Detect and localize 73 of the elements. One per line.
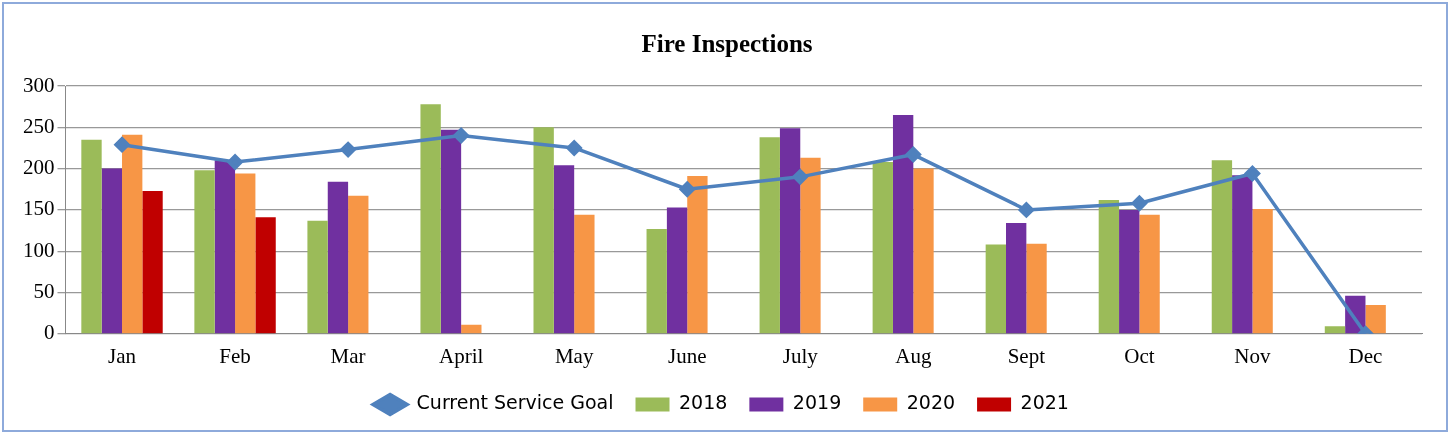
- legend-label: 2021: [1020, 391, 1069, 414]
- bar: [1365, 304, 1386, 334]
- y-tick-label: 250: [23, 113, 55, 138]
- bar: [574, 214, 595, 334]
- bar: [81, 139, 102, 334]
- bar: [440, 129, 462, 334]
- bar: [1026, 243, 1047, 334]
- point: [1244, 165, 1261, 182]
- point: [679, 181, 695, 197]
- bar: [646, 228, 667, 334]
- bar: [101, 168, 123, 334]
- bar: [122, 134, 143, 334]
- bar: [553, 165, 575, 334]
- x-tick-label: July: [782, 343, 819, 368]
- x-tick-label: Feb: [219, 343, 251, 368]
- bar: [1006, 223, 1027, 334]
- bar: [759, 137, 780, 334]
- bar: [420, 104, 441, 334]
- chart-title: Fire Inspections: [640, 30, 814, 58]
- y-tick-label: 200: [23, 155, 55, 180]
- point: [114, 136, 130, 153]
- bar: [348, 195, 369, 334]
- bar: [1211, 160, 1233, 334]
- y-tick-label: 50: [33, 279, 55, 304]
- bar: [779, 128, 801, 334]
- x-tick-label: Oct: [1124, 343, 1155, 368]
- x-tick-label: Nov: [1234, 343, 1272, 368]
- legend-label: 2018: [679, 391, 728, 414]
- legend-label: Current Service Goal: [416, 391, 614, 414]
- bar: [194, 170, 215, 334]
- bar: [892, 114, 914, 334]
- y-tick-label: 0: [44, 320, 55, 345]
- bar: [214, 160, 236, 334]
- bar: [666, 207, 688, 334]
- x-tick-label: Sept: [1007, 343, 1046, 368]
- point: [227, 154, 243, 170]
- y-tick-label: 100: [23, 237, 55, 262]
- bar: [913, 168, 934, 334]
- bar: [307, 220, 328, 334]
- bar: [255, 217, 276, 334]
- bar: [872, 161, 893, 334]
- x-tick-label: May: [554, 343, 594, 368]
- legend-label: 2020: [906, 391, 956, 414]
- point: [566, 140, 582, 156]
- y-tick-label: 300: [23, 72, 55, 97]
- bar: [533, 127, 554, 334]
- bar: [1232, 175, 1253, 334]
- bar: [1098, 199, 1120, 334]
- point: [340, 141, 356, 158]
- point: [1131, 195, 1148, 212]
- x-tick-label: Jan: [108, 343, 137, 368]
- legend-label: 2019: [792, 391, 842, 414]
- point: [905, 146, 922, 163]
- point: [453, 127, 469, 144]
- bar: [687, 176, 708, 334]
- x-tick-label: June: [667, 343, 707, 368]
- bar: [1324, 326, 1346, 334]
- x-tick-label: Aug: [895, 343, 932, 368]
- point: [792, 169, 809, 185]
- bar: [800, 157, 821, 334]
- bar: [142, 190, 163, 334]
- bar: [985, 244, 1007, 334]
- x-tick-label: Dec: [1348, 343, 1383, 368]
- point: [1018, 202, 1035, 218]
- x-tick-label: April: [438, 343, 484, 368]
- bar: [327, 181, 349, 334]
- bar: [461, 324, 482, 334]
- bar: [1252, 209, 1273, 334]
- bar: [235, 173, 256, 334]
- x-tick-label: Mar: [330, 343, 366, 368]
- y-tick-label: 150: [23, 196, 55, 221]
- bar: [1139, 214, 1160, 334]
- bar: [1119, 209, 1140, 334]
